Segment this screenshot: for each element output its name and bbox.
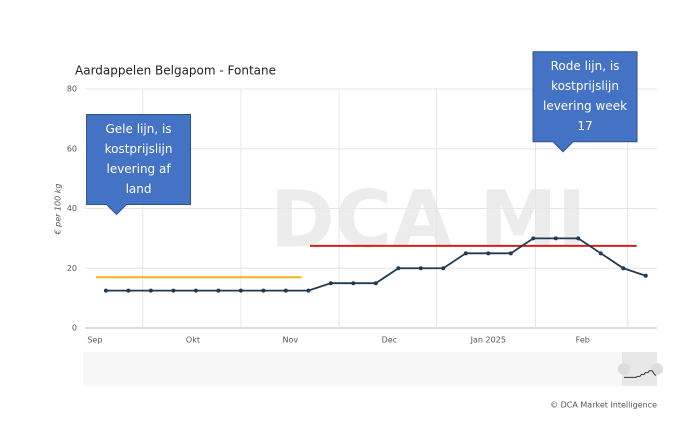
point [463, 251, 468, 256]
point [193, 288, 198, 293]
y-tick-label: 20 [67, 264, 77, 273]
y-axis-label: € per 100 kg [54, 184, 63, 236]
callout-text: Rode lijn, is [551, 59, 620, 73]
x-tick-label: Okt [186, 336, 200, 345]
credit: © DCA Market Intelligence [550, 401, 657, 410]
point [396, 266, 401, 271]
point [598, 251, 603, 256]
point [216, 288, 221, 293]
point [238, 288, 243, 293]
callout-text: kostprijslijn [551, 79, 619, 93]
callout-text: Gele lijn, is [106, 122, 172, 136]
point [553, 236, 558, 241]
callout [86, 113, 192, 216]
chart-title: Aardappelen Belgapom - Fontane [75, 64, 276, 78]
navigator-handle [618, 363, 630, 375]
x-tick-label: Nov [283, 336, 299, 345]
point [418, 266, 423, 271]
y-tick-label: 60 [67, 144, 77, 153]
point [486, 251, 491, 256]
point [576, 236, 581, 241]
callout-text: levering week [543, 99, 627, 113]
y-tick-label: 40 [67, 204, 77, 213]
x-tick-label: Feb [576, 336, 590, 345]
point [148, 288, 153, 293]
point [283, 288, 288, 293]
point [621, 266, 626, 271]
point [351, 281, 356, 286]
navigator-line [624, 370, 657, 378]
y-tick-label: 0 [72, 324, 77, 333]
point [508, 251, 513, 256]
callout-text: 17 [577, 119, 592, 133]
point [373, 281, 378, 286]
callout-text: levering af [106, 162, 171, 176]
watermark: DCA MI [270, 175, 586, 265]
y-tick-label: 80 [67, 85, 77, 94]
point [643, 273, 648, 278]
point [328, 281, 333, 286]
point [103, 288, 108, 293]
navigator [83, 352, 657, 386]
x-tick-label: Dec [382, 336, 397, 345]
navigator-handle [651, 363, 663, 375]
callout [532, 51, 638, 153]
callout-text: kostprijslijn [105, 142, 173, 156]
point [531, 236, 536, 241]
callout-text: land [126, 182, 152, 196]
point [171, 288, 176, 293]
x-tick-label: Jan 2025 [470, 336, 506, 345]
point [441, 266, 446, 271]
point [126, 288, 131, 293]
point [261, 288, 266, 293]
point [306, 288, 311, 293]
x-tick-label: Sep [87, 336, 102, 345]
